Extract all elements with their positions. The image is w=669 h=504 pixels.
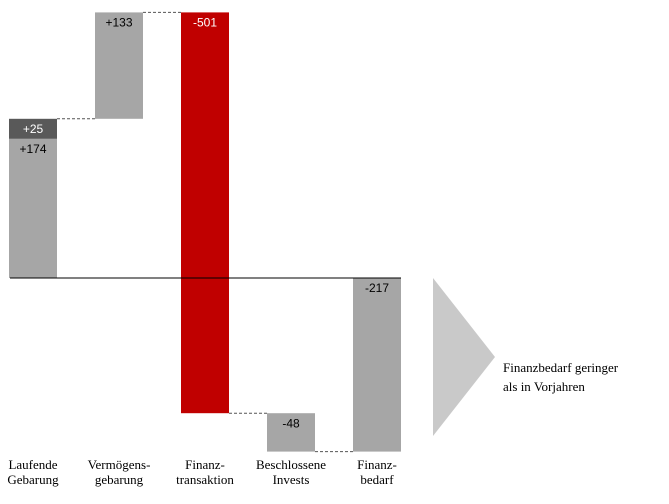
bar — [9, 138, 57, 278]
x-tick-label: gebarung — [95, 472, 144, 487]
x-tick-label: bedarf — [360, 472, 394, 487]
value-label: +133 — [105, 16, 132, 30]
x-tick-label: Laufende — [8, 457, 57, 472]
value-label: -501 — [193, 16, 217, 30]
bar — [95, 12, 143, 119]
annotation-line: Finanzbedarf geringer — [503, 360, 619, 375]
x-tick-label: Vermögens- — [88, 457, 151, 472]
x-tick-label: Beschlossene — [256, 457, 326, 472]
bar — [353, 278, 401, 452]
bar — [9, 118, 57, 139]
x-tick-label: Finanz- — [357, 457, 397, 472]
value-label: -48 — [282, 416, 300, 430]
annotation-line: als in Vorjahren — [503, 379, 585, 394]
value-label: -217 — [365, 281, 389, 295]
x-tick-label: Finanz- — [185, 457, 225, 472]
value-label: +174 — [19, 142, 46, 156]
x-tick-label: Invests — [273, 472, 310, 487]
value-label: +25 — [23, 122, 44, 136]
x-tick-label: Gebarung — [7, 472, 59, 487]
bar — [181, 12, 229, 414]
x-tick-label: transaktion — [176, 472, 234, 487]
bar — [267, 413, 315, 452]
arrow — [433, 278, 495, 436]
